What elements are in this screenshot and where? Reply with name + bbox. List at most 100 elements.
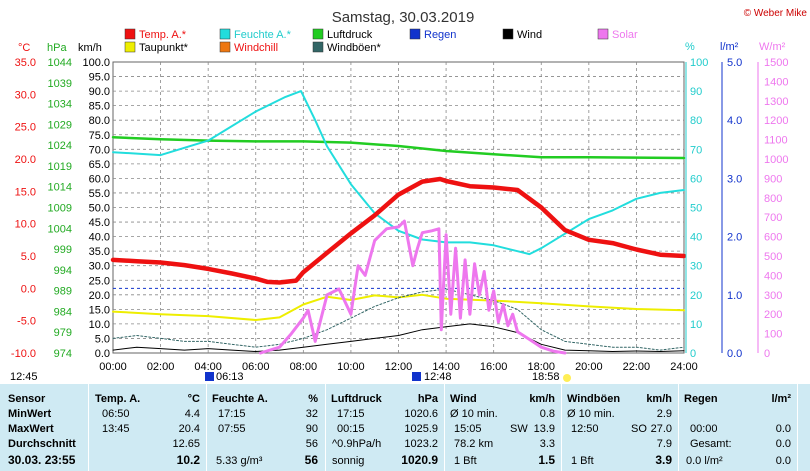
legend-swatch (219, 28, 231, 40)
stats-avg-press: 1023.2 (404, 438, 438, 450)
humidity-tick-label: 10 (690, 319, 702, 331)
wind-tick-label: 45.0 (89, 217, 110, 229)
stats-max-gust: 27.0 (650, 423, 672, 435)
pressure-tick-label: 1034 (48, 99, 72, 111)
stats-cur-wind-label: 1 Bft (454, 455, 477, 467)
temp-tick-label: 0.0 (21, 283, 36, 295)
rain-tick-label: 0.0 (727, 348, 742, 360)
x-tick-label: 10:00 (337, 361, 365, 373)
pressure-tick-label: 1014 (48, 182, 72, 194)
stats-min-label: MinWert (8, 408, 52, 420)
legend-label: Windchill (234, 42, 278, 54)
legend-label: Luftdruck (327, 29, 373, 41)
unit-solar: W/m² (759, 41, 786, 53)
series-line-taupunkt (112, 293, 685, 321)
pressure-tick-label: 1029 (48, 119, 72, 131)
stats-cur-temp: 10.2 (176, 453, 200, 467)
noon-time: 12:48 (424, 371, 452, 383)
unit-pressure: hPa (47, 42, 67, 54)
solar-tick-label: 700 (764, 212, 782, 224)
wind-tick-label: 30.0 (89, 261, 110, 273)
wind-tick-label: 85.0 (89, 101, 110, 113)
wind-tick-label: 25.0 (89, 275, 110, 287)
sunrise-time: 06:13 (216, 371, 244, 383)
humidity-tick-label: 100 (690, 57, 708, 69)
x-tick-label: 18:00 (527, 361, 555, 373)
sunset-icon (563, 374, 571, 382)
solar-tick-label: 1200 (764, 115, 788, 127)
weather-chart: Samstag, 30.03.2019 © Weber Mike Temp. A… (11, 8, 808, 373)
side-marks (685, 62, 759, 353)
unit-humidity: % (685, 41, 695, 53)
stats-cur-hum: 56 (304, 453, 318, 467)
x-tick-label: 14:00 (432, 361, 460, 373)
humidity-tick-label: 80 (690, 115, 702, 127)
wind-tick-label: 55.0 (89, 188, 110, 200)
pressure-tick-label: 1019 (48, 161, 72, 173)
wind-tick-label: 10.0 (89, 319, 110, 331)
solar-tick-label: 400 (764, 270, 782, 282)
series-line-windb-en (112, 288, 685, 351)
temp-tick-label: -5.0 (17, 316, 36, 328)
humidity-tick-label: 20 (690, 290, 702, 302)
wind-tick-label: 15.0 (89, 304, 110, 316)
x-tick-label: 22:00 (623, 361, 651, 373)
stats-cur-rain-label: 0.0 l/m² (686, 455, 723, 467)
temp-tick-label: 15.0 (15, 186, 36, 198)
wind-tick-label: 5.0 (95, 333, 110, 345)
stats-cur-label: 30.03. 23:55 (8, 453, 76, 467)
stats-avg-temp: 12.65 (172, 438, 200, 450)
stats-cur-press: 1020.9 (401, 453, 438, 467)
legend-label: Solar (612, 29, 638, 41)
stats-max-wind-dir: SW (510, 423, 528, 435)
stats-min-hum-time: 17:15 (218, 408, 246, 420)
humidity-tick-label: 40 (690, 232, 702, 244)
axis-labels: 00:00 02:00 04:00 06:00 08:00 10:00 12:00 14:00… (11, 57, 789, 373)
pressure-tick-label: 1044 (48, 57, 72, 69)
x-tick-label: 08:00 (290, 361, 318, 373)
legend-swatch (312, 28, 324, 40)
stats-header-gust: Windböen (567, 393, 621, 405)
pressure-tick-label: 979 (54, 327, 72, 339)
copyright-label: © Weber Mike (744, 8, 808, 19)
pressure-tick-label: 1004 (48, 223, 72, 235)
x-tick-label: 06:00 (242, 361, 270, 373)
unit-wind: km/h (78, 42, 102, 54)
stats-header-temp-unit: °C (187, 393, 200, 405)
wind-tick-label: 40.0 (89, 232, 110, 244)
legend-swatch (409, 28, 421, 40)
sunrise-icon (205, 372, 214, 381)
stats-max-gust-dir: SO (631, 423, 647, 435)
stats-header-gust-unit: km/h (646, 393, 672, 405)
solar-tick-label: 100 (764, 329, 782, 341)
rain-tick-label: 3.0 (727, 173, 742, 185)
stats-max-wind-time: 15:05 (454, 423, 482, 435)
series-line-temp-a (110, 176, 687, 285)
wind-tick-label: 20.0 (89, 290, 110, 302)
rain-tick-label: 1.0 (727, 290, 742, 302)
temp-tick-label: 20.0 (15, 154, 36, 166)
stats-header-press-unit: hPa (417, 393, 438, 405)
x-tick-label: 24:00 (670, 361, 698, 373)
humidity-tick-label: 30 (690, 261, 702, 273)
solar-tick-label: 1400 (764, 76, 788, 88)
unit-temp: °C (18, 42, 30, 54)
stats-min-gust-label: Ø 10 min. (567, 408, 615, 420)
stats-min-press-time: 17:15 (337, 408, 365, 420)
stats-cur-wind: 1.5 (538, 453, 555, 467)
solar-tick-label: 1000 (764, 154, 788, 166)
stats-header-sensor: Sensor (8, 393, 46, 405)
legend-label: Feuchte A.* (234, 29, 292, 41)
rain-tick-label: 4.0 (727, 115, 742, 127)
stats-table: Sensor Temp. A. °C Feuchte A. % Luftdruc… (0, 384, 810, 471)
stats-max-rain-label: 00:00 (690, 423, 718, 435)
stats-max-temp: 20.4 (178, 423, 200, 435)
solar-tick-label: 0 (764, 348, 770, 360)
stats-avg-wind: 3.3 (539, 438, 555, 450)
temp-tick-label: 25.0 (15, 122, 36, 134)
stats-header-wind-unit: km/h (529, 393, 555, 405)
wind-tick-label: 60.0 (89, 173, 110, 185)
temp-tick-label: 30.0 (15, 89, 36, 101)
wind-tick-label: 70.0 (89, 144, 110, 156)
humidity-tick-label: 90 (690, 86, 702, 98)
